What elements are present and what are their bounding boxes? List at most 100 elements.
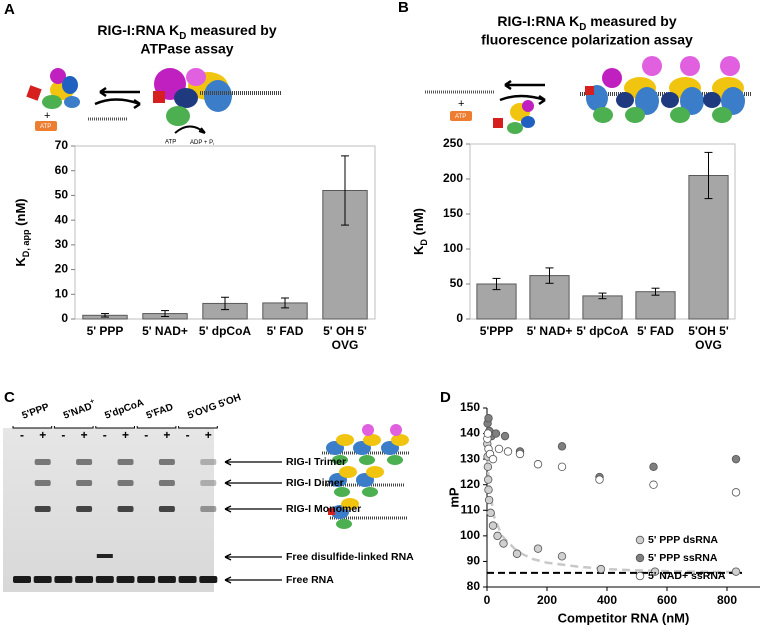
data-point: [500, 431, 510, 441]
lane-group: 5'PPP: [21, 401, 51, 421]
gel-band: [200, 480, 217, 486]
band-label: RIG-I Trimer: [286, 456, 346, 468]
gel-band: [116, 576, 135, 583]
lane-sign: +: [39, 428, 46, 442]
y-tick-label: 50: [55, 188, 69, 202]
data-point: [650, 567, 660, 576]
x-tick-label: 5' NAD+: [142, 324, 188, 338]
x-tick-label: 0: [484, 593, 491, 607]
gel-band: [158, 459, 175, 465]
x-tick-label: 5' OH 5' OVG: [323, 324, 367, 352]
data-point: [557, 462, 567, 472]
atp-tag: ATP: [455, 114, 466, 120]
data-point: [484, 485, 493, 495]
lane-sign: -: [103, 428, 107, 442]
gel-band: [199, 576, 218, 583]
gel-band: [158, 480, 175, 486]
chart-title: ATPase assay: [140, 41, 233, 57]
chart-title-part: RIG-I:RNA K: [497, 13, 579, 29]
data-point: [731, 488, 741, 497]
error-bar: [651, 287, 660, 296]
data-point: [484, 495, 494, 505]
legend-marker: [635, 571, 645, 581]
gel-band: [54, 576, 73, 583]
band-label: RIG-I Monomer: [286, 503, 361, 515]
y-tick-label: 110: [461, 502, 481, 516]
error-bar: [341, 155, 349, 226]
chart-title: fluorescence polarization assay: [481, 32, 693, 48]
x-tick-label: 5' FAD: [267, 324, 304, 338]
x-tick-label: 5'OH 5' OVG: [688, 324, 729, 352]
data-point: [484, 414, 493, 423]
y-tick-label: 140: [460, 426, 480, 440]
y-tick-label: 70: [55, 138, 69, 152]
x-tick-label: 5' FAD: [637, 324, 674, 338]
reference-line: [485, 459, 737, 574]
lane-group-part: 5'dpCoA: [103, 397, 145, 421]
panel-label: C: [4, 389, 15, 406]
gel-band: [76, 506, 93, 512]
lane-sign: -: [144, 428, 148, 442]
lane-bracket: [53, 426, 94, 429]
x-tick-label: 200: [537, 593, 557, 607]
chart-title: RIG-I:RNA KD measured by: [497, 13, 676, 33]
data-point: [503, 447, 513, 456]
x-tick-label: 5' NAD+: [527, 324, 573, 338]
lane-group-part: 5'NAD: [62, 401, 94, 421]
lane-group-part: 5'PPP: [21, 401, 51, 421]
legend-label: 5' NAD+ ssRNA: [648, 570, 726, 582]
y-tick-label: 150: [443, 206, 463, 220]
error-bar: [221, 296, 229, 311]
chart-title-part: measured by: [586, 13, 676, 29]
lane-sign: +: [122, 428, 129, 442]
arrow: [224, 458, 282, 466]
y-axis-label-part: K: [411, 245, 426, 255]
bar: [476, 283, 517, 320]
data-point: [649, 480, 658, 489]
pi-sub: i: [213, 141, 214, 146]
data-point: [486, 508, 495, 518]
data-point: [515, 449, 525, 459]
band-label: Free disulfide-linked RNA: [286, 551, 414, 563]
legend-marker: [635, 535, 645, 545]
plus: +: [44, 110, 50, 122]
data-point: [483, 462, 493, 472]
lane-sign: +: [81, 428, 88, 442]
data-point: [488, 521, 498, 530]
x-tick-label: 5' PPP: [87, 324, 124, 338]
gel-band: [75, 576, 94, 583]
data-point: [649, 462, 658, 472]
lane-sign: -: [20, 428, 24, 442]
lane-bracket: [136, 426, 177, 429]
lane-bracket: [178, 426, 218, 429]
lane-group-part: 5'FAD: [145, 401, 175, 421]
error-bar: [281, 297, 289, 309]
y-axis-label-part: K: [13, 257, 28, 267]
legend-label: 5' PPP dsRNA: [648, 534, 718, 546]
chart-title-part: measured by: [186, 22, 276, 38]
panel-label: A: [4, 1, 15, 18]
y-axis-label: mP: [446, 487, 461, 508]
error-bar: [704, 151, 713, 200]
lane-group-part: 5'OVG 5'OH: [186, 392, 242, 421]
y-tick-label: 120: [460, 477, 480, 491]
lane-bracket: [12, 426, 53, 429]
gel-image: [3, 428, 214, 592]
lane-sign: -: [61, 428, 65, 442]
y-tick-label: 80: [467, 579, 481, 593]
x-tick-label: 600: [657, 593, 677, 607]
legend-label: 5' PPP ssRNA: [648, 552, 718, 564]
data-point: [483, 429, 493, 438]
y-tick-label: 150: [460, 400, 480, 414]
gel-band: [96, 554, 113, 558]
schematic-b: + ATP: [425, 56, 752, 134]
gel-schematic: [322, 424, 410, 529]
x-tick-label: 800: [717, 593, 737, 607]
lane-sign: -: [186, 428, 190, 442]
gel-band: [13, 576, 31, 583]
band-label: Free RNA: [286, 574, 334, 586]
y-axis-label-part: (nM): [411, 208, 426, 239]
error-bar: [101, 313, 109, 318]
arrow: [224, 553, 282, 561]
